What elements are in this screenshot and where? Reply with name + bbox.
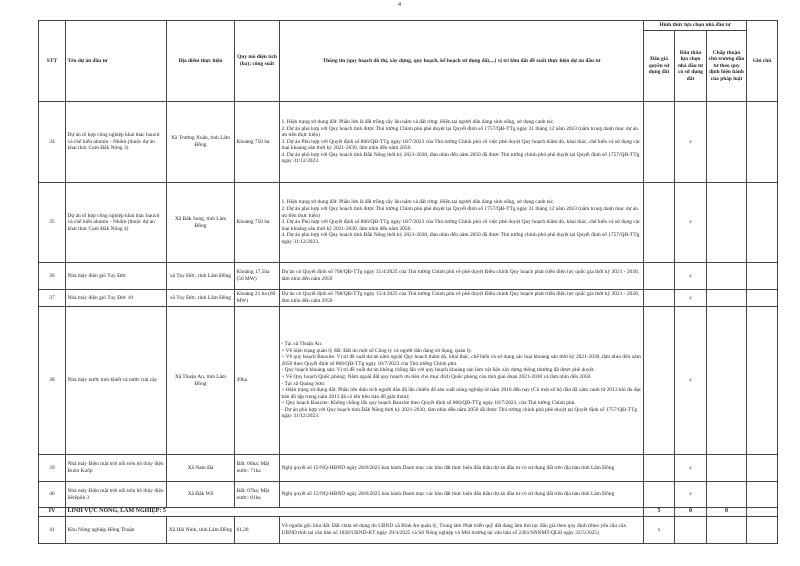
cell-name: Khu Nông nghiệp Hồng Thuận bbox=[65, 516, 167, 544]
table-row: 34 Dự án tổ hợp công nghiệp khai thác bau… bbox=[38, 101, 779, 183]
section-stt: IV bbox=[38, 507, 66, 517]
cell-bidding: x bbox=[674, 306, 707, 455]
cell-stt: 38 bbox=[38, 306, 66, 455]
cell-info: Dự án có Quyết định số 768/QĐ-TTg ngày 1… bbox=[279, 289, 644, 307]
cell-stt: 35 bbox=[38, 182, 66, 263]
cell-location: xã Tuy Đức, tỉnh Lâm Đồng bbox=[166, 289, 235, 307]
table-row: 41 Khu Nông nghiệp Hồng Thuận Xã Hải Ninh,… bbox=[38, 516, 779, 544]
section-title: LĨNH VỰC NÔNG, LÂM NGHIỆP: 5 bbox=[65, 507, 644, 517]
section-auction-count: 5 bbox=[643, 507, 675, 517]
cell-info: 1. Hiện trạng sử dụng đất: Phần lớn là đ… bbox=[279, 101, 644, 183]
cell-stt: 41 bbox=[38, 516, 66, 544]
cell-auction bbox=[643, 182, 675, 263]
cell-note bbox=[746, 306, 779, 455]
cell-name: Nhà máy Điện mặt trời nổi trên hồ thủy đ… bbox=[65, 454, 167, 482]
cell-stt: 37 bbox=[38, 289, 66, 307]
cell-location: xã Tuy Đức, tỉnh Lâm Đồng bbox=[166, 262, 235, 290]
header-location: Địa điểm thực hiện bbox=[166, 20, 235, 102]
cell-auction bbox=[643, 289, 675, 307]
cell-scale: Khoảng 750 ha bbox=[234, 101, 280, 183]
header-info: Thông tin (quy hoạch đô thị, xây dựng, q… bbox=[279, 20, 644, 102]
header-approval: Chấp thuận chủ trương đầu tư theo quy đị… bbox=[705, 30, 748, 102]
cell-approval bbox=[705, 182, 748, 263]
cell-scale: 61,28 bbox=[234, 516, 280, 544]
cell-note bbox=[746, 516, 779, 544]
cell-info: 1. Hiện trạng sử dụng đất: Phần lớn là đ… bbox=[279, 182, 644, 263]
cell-location: Xã Trường Xuân, tỉnh Lâm Đồng bbox=[166, 101, 235, 183]
header-stt: STT bbox=[38, 20, 66, 102]
page-number: 4 bbox=[398, 2, 401, 8]
cell-bidding: x bbox=[674, 481, 707, 508]
cell-location: Xã Đắk Song, tỉnh Lâm Đồng bbox=[166, 182, 235, 263]
cell-stt: 40 bbox=[38, 481, 66, 508]
section-bidding-count: 0 bbox=[674, 507, 707, 517]
cell-auction bbox=[643, 481, 675, 508]
cell-auction bbox=[643, 101, 675, 183]
cell-stt: 39 bbox=[38, 454, 66, 482]
cell-note bbox=[746, 481, 779, 508]
table-row: 35 Dự án tổ hợp công nghiệp khai thác bau… bbox=[38, 182, 779, 263]
cell-auction bbox=[643, 262, 675, 290]
cell-name: Nhà máy điện gió Tuy Đức 10 bbox=[65, 289, 167, 307]
cell-approval bbox=[705, 516, 748, 544]
cell-bidding: x bbox=[674, 262, 707, 290]
header-selection-group: Hình thức lựa chọn nhà đầu tư bbox=[642, 20, 748, 31]
section-row: IV LĨNH VỰC NÔNG, LÂM NGHIỆP: 5 5 0 0 bbox=[38, 507, 779, 517]
header-auction: Đấu giá quyền sử dụng đất bbox=[643, 30, 675, 102]
cell-location: Xã Đắk Wil bbox=[166, 481, 235, 508]
cell-note bbox=[746, 454, 779, 482]
table-row: 36 Nhà máy điện gió Tuy Đức xã Tuy Đức, tỉ… bbox=[38, 262, 779, 290]
cell-auction: x bbox=[643, 516, 675, 544]
table-row: 37 Nhà máy điện gió Tuy Đức 10 xã Tuy Đức,… bbox=[38, 289, 779, 307]
header-scale: Quy mô diện tích (ha); công suất bbox=[234, 20, 280, 102]
cell-approval bbox=[705, 454, 748, 482]
cell-note bbox=[746, 182, 779, 263]
cell-approval bbox=[705, 306, 748, 455]
cell-auction bbox=[643, 454, 675, 482]
cell-info: Dự án có Quyết định số 768/QĐ-TTg ngày 1… bbox=[279, 262, 644, 290]
cell-location: Xã Hải Ninh, tỉnh Lâm Đồng bbox=[166, 516, 235, 544]
table-row: 40 Nhà máy Điện mặt trời nổi trên hồ thủy… bbox=[38, 481, 779, 508]
cell-info: Nghị quyết số 15/NQ-HĐND ngày 28/8/2025 … bbox=[279, 481, 644, 508]
cell-info: - Tại xã Thuận An: + Về hiện trạng quản … bbox=[279, 306, 644, 455]
table-row: 38 Nhà máy nước tinh khiết và nước trái c… bbox=[38, 306, 779, 455]
cell-stt: 36 bbox=[38, 262, 66, 290]
cell-bidding: x bbox=[674, 454, 707, 482]
cell-scale: Đất: 06ha; Mặt nước: 71ha bbox=[234, 454, 280, 482]
cell-scale: 49ha bbox=[234, 306, 280, 455]
section-note bbox=[746, 507, 779, 517]
cell-name: Dự án tổ hợp công nghiệp khai thác bauxi… bbox=[65, 182, 167, 263]
investment-projects-table: STT Tên dự án đầu tư Địa điểm thực hiện … bbox=[38, 20, 779, 544]
cell-location: Xã Thuận An, tỉnh Lâm Đồng bbox=[166, 306, 235, 455]
cell-info: Về nguồn gốc khu đất: Đất chưa sử dụng d… bbox=[279, 516, 644, 544]
cell-scale: Khoảng 17,5ha (50 MW) bbox=[234, 262, 280, 290]
cell-name: Nhà máy điện gió Tuy Đức bbox=[65, 262, 167, 290]
cell-approval bbox=[705, 289, 748, 307]
cell-name: Dự án tổ hợp công nghiệp khai thác bauxi… bbox=[65, 101, 167, 183]
header-note: Ghi chú bbox=[746, 20, 779, 102]
cell-note bbox=[746, 262, 779, 290]
section-approval-count: 0 bbox=[705, 507, 748, 517]
cell-name: Nhà máy Điện mặt trời nổi trên hồ thủy đ… bbox=[65, 481, 167, 508]
cell-approval bbox=[705, 101, 748, 183]
cell-approval bbox=[705, 481, 748, 508]
cell-stt: 34 bbox=[38, 101, 66, 183]
header-name: Tên dự án đầu tư bbox=[65, 20, 167, 102]
cell-scale: Đất: 07ha; Mặt nước: 81ha bbox=[234, 481, 280, 508]
cell-bidding: x bbox=[674, 101, 707, 183]
cell-scale: Khoảng 21 ha (60 MW) bbox=[234, 289, 280, 307]
cell-auction bbox=[643, 306, 675, 455]
header-bidding: Đấu thầu lựa chọn nhà đầu tư có sử dụng … bbox=[674, 30, 707, 102]
cell-approval bbox=[705, 262, 748, 290]
cell-note bbox=[746, 101, 779, 183]
cell-note bbox=[746, 289, 779, 307]
cell-name: Nhà máy nước tinh khiết và nước trái cây bbox=[65, 306, 167, 455]
cell-bidding: x bbox=[674, 182, 707, 263]
cell-info: Nghị quyết số 15/NQ-HĐND ngày 28/8/2025 … bbox=[279, 454, 644, 482]
cell-location: Xã Nam Đà bbox=[166, 454, 235, 482]
cell-bidding bbox=[674, 516, 707, 544]
table-row: 39 Nhà máy Điện mặt trời nổi trên hồ thủy… bbox=[38, 454, 779, 482]
cell-bidding: x bbox=[674, 289, 707, 307]
cell-scale: Khoảng 750 ha bbox=[234, 182, 280, 263]
